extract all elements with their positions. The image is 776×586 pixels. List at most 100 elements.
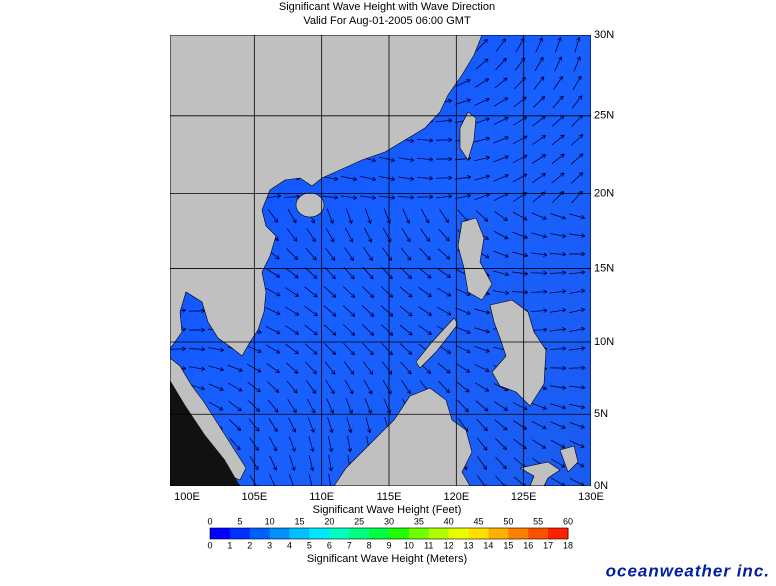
wave-arrow (286, 228, 298, 242)
wave-arrow (324, 266, 336, 280)
wave-arrow (531, 420, 547, 430)
wave-arrow (437, 248, 451, 260)
wave-arrow (229, 437, 241, 451)
wave-arrow (267, 399, 279, 413)
feet-tick-label: 30 (384, 516, 394, 526)
wave-arrow (328, 474, 333, 486)
wave-arrow (493, 97, 509, 107)
wave-arrow (399, 324, 413, 336)
wave-arrow (400, 267, 413, 280)
wave-arrow (455, 345, 471, 354)
wave-arrow (532, 135, 546, 145)
lon-tick-label: 120E (443, 491, 469, 503)
wave-arrow (285, 325, 300, 335)
feet-tick-label: 50 (503, 516, 513, 526)
meters-tick-label: 10 (404, 540, 414, 550)
wave-arrow (285, 343, 299, 355)
wave-arrow (326, 208, 334, 224)
wave-arrow (265, 326, 281, 335)
wave-arrow (344, 379, 354, 395)
wave-arrow (550, 327, 567, 332)
wave-arrow (288, 417, 297, 433)
meters-tick-label: 7 (347, 540, 352, 550)
colorbar-feet-label: Significant Wave Height (Feet) (313, 504, 462, 516)
wave-arrow (513, 438, 527, 450)
wave-arrow (552, 95, 564, 109)
wave-arrow (346, 417, 353, 433)
wave-arrow (304, 286, 318, 298)
wave-arrow (362, 266, 374, 280)
meters-tick-label: 4 (287, 540, 292, 550)
wave-arrow (531, 232, 547, 239)
wave-arrow (438, 380, 450, 394)
wave-arrow (512, 251, 529, 258)
wave-arrow (476, 437, 488, 451)
lat-tick-label: 25N (594, 110, 614, 122)
feet-tick-label: 0 (207, 516, 212, 526)
wave-arrow (550, 308, 567, 313)
wave-arrow (513, 96, 527, 108)
meters-tick-label: 2 (247, 540, 252, 550)
feet-tick-label: 60 (563, 516, 573, 526)
wave-arrow (347, 436, 353, 453)
wave-arrow (416, 194, 434, 200)
meters-tick-label: 15 (503, 540, 513, 550)
wave-arrow (549, 270, 567, 276)
wave-arrow (495, 57, 507, 71)
wave-arrow (493, 270, 510, 277)
wave-arrow (569, 403, 586, 410)
wave-arrow (398, 176, 415, 181)
wave-arrow (324, 247, 336, 261)
meters-tick-label: 12 (444, 540, 454, 550)
lat-tick-label: 0N (594, 480, 608, 492)
wave-arrow (550, 233, 567, 239)
wave-arrow (475, 382, 490, 392)
colorbar-swatch (488, 528, 509, 539)
wave-arrow (457, 399, 469, 413)
wave-arrow (530, 308, 548, 313)
lat-tick-label: 30N (594, 29, 614, 41)
wave-arrow (343, 266, 355, 280)
wave-arrow (189, 366, 206, 371)
wave-arrow (188, 347, 206, 352)
wave-arrow (342, 324, 356, 336)
wave-arrow (570, 153, 584, 165)
wave-arrow (551, 153, 565, 165)
wave-arrow (289, 455, 296, 471)
wave-arrow (380, 305, 394, 317)
wave-arrow (379, 156, 396, 163)
wave-arrow (493, 116, 509, 125)
wave-arrow (455, 193, 472, 200)
wave-arrow (549, 346, 567, 351)
wave-arrow (420, 228, 431, 242)
wave-arrow (568, 385, 586, 390)
wave-arrow (531, 212, 547, 220)
wave-arrow (493, 155, 509, 163)
wave-arrow (494, 77, 508, 89)
wave-arrow (361, 324, 375, 336)
wave-arrow (324, 361, 336, 375)
wave-arrow (511, 289, 529, 295)
wave-arrow (435, 175, 453, 181)
land-mainland (170, 35, 483, 357)
wave-arrow (572, 75, 582, 91)
wave-arrow (365, 417, 372, 434)
lon-tick-label: 125E (511, 491, 537, 503)
colorbar-swatch (508, 528, 529, 539)
wave-arrow (494, 211, 508, 222)
wave-arrow (304, 305, 318, 317)
wave-arrow (554, 56, 563, 72)
meters-tick-label: 8 (367, 540, 372, 550)
lon-tick-label: 110E (309, 491, 334, 503)
meters-tick-label: 11 (424, 540, 433, 550)
wave-arrow (363, 379, 373, 395)
land-sulawesi (519, 461, 561, 486)
wave-arrow (474, 308, 491, 315)
wave-arrow (419, 247, 431, 261)
wave-arrow (345, 208, 353, 224)
wave-arrow (477, 456, 488, 470)
lat-tick-label: 15N (594, 262, 614, 274)
wave-arrow (494, 401, 509, 411)
wave-arrow (341, 195, 358, 200)
wave-arrow (266, 362, 280, 374)
